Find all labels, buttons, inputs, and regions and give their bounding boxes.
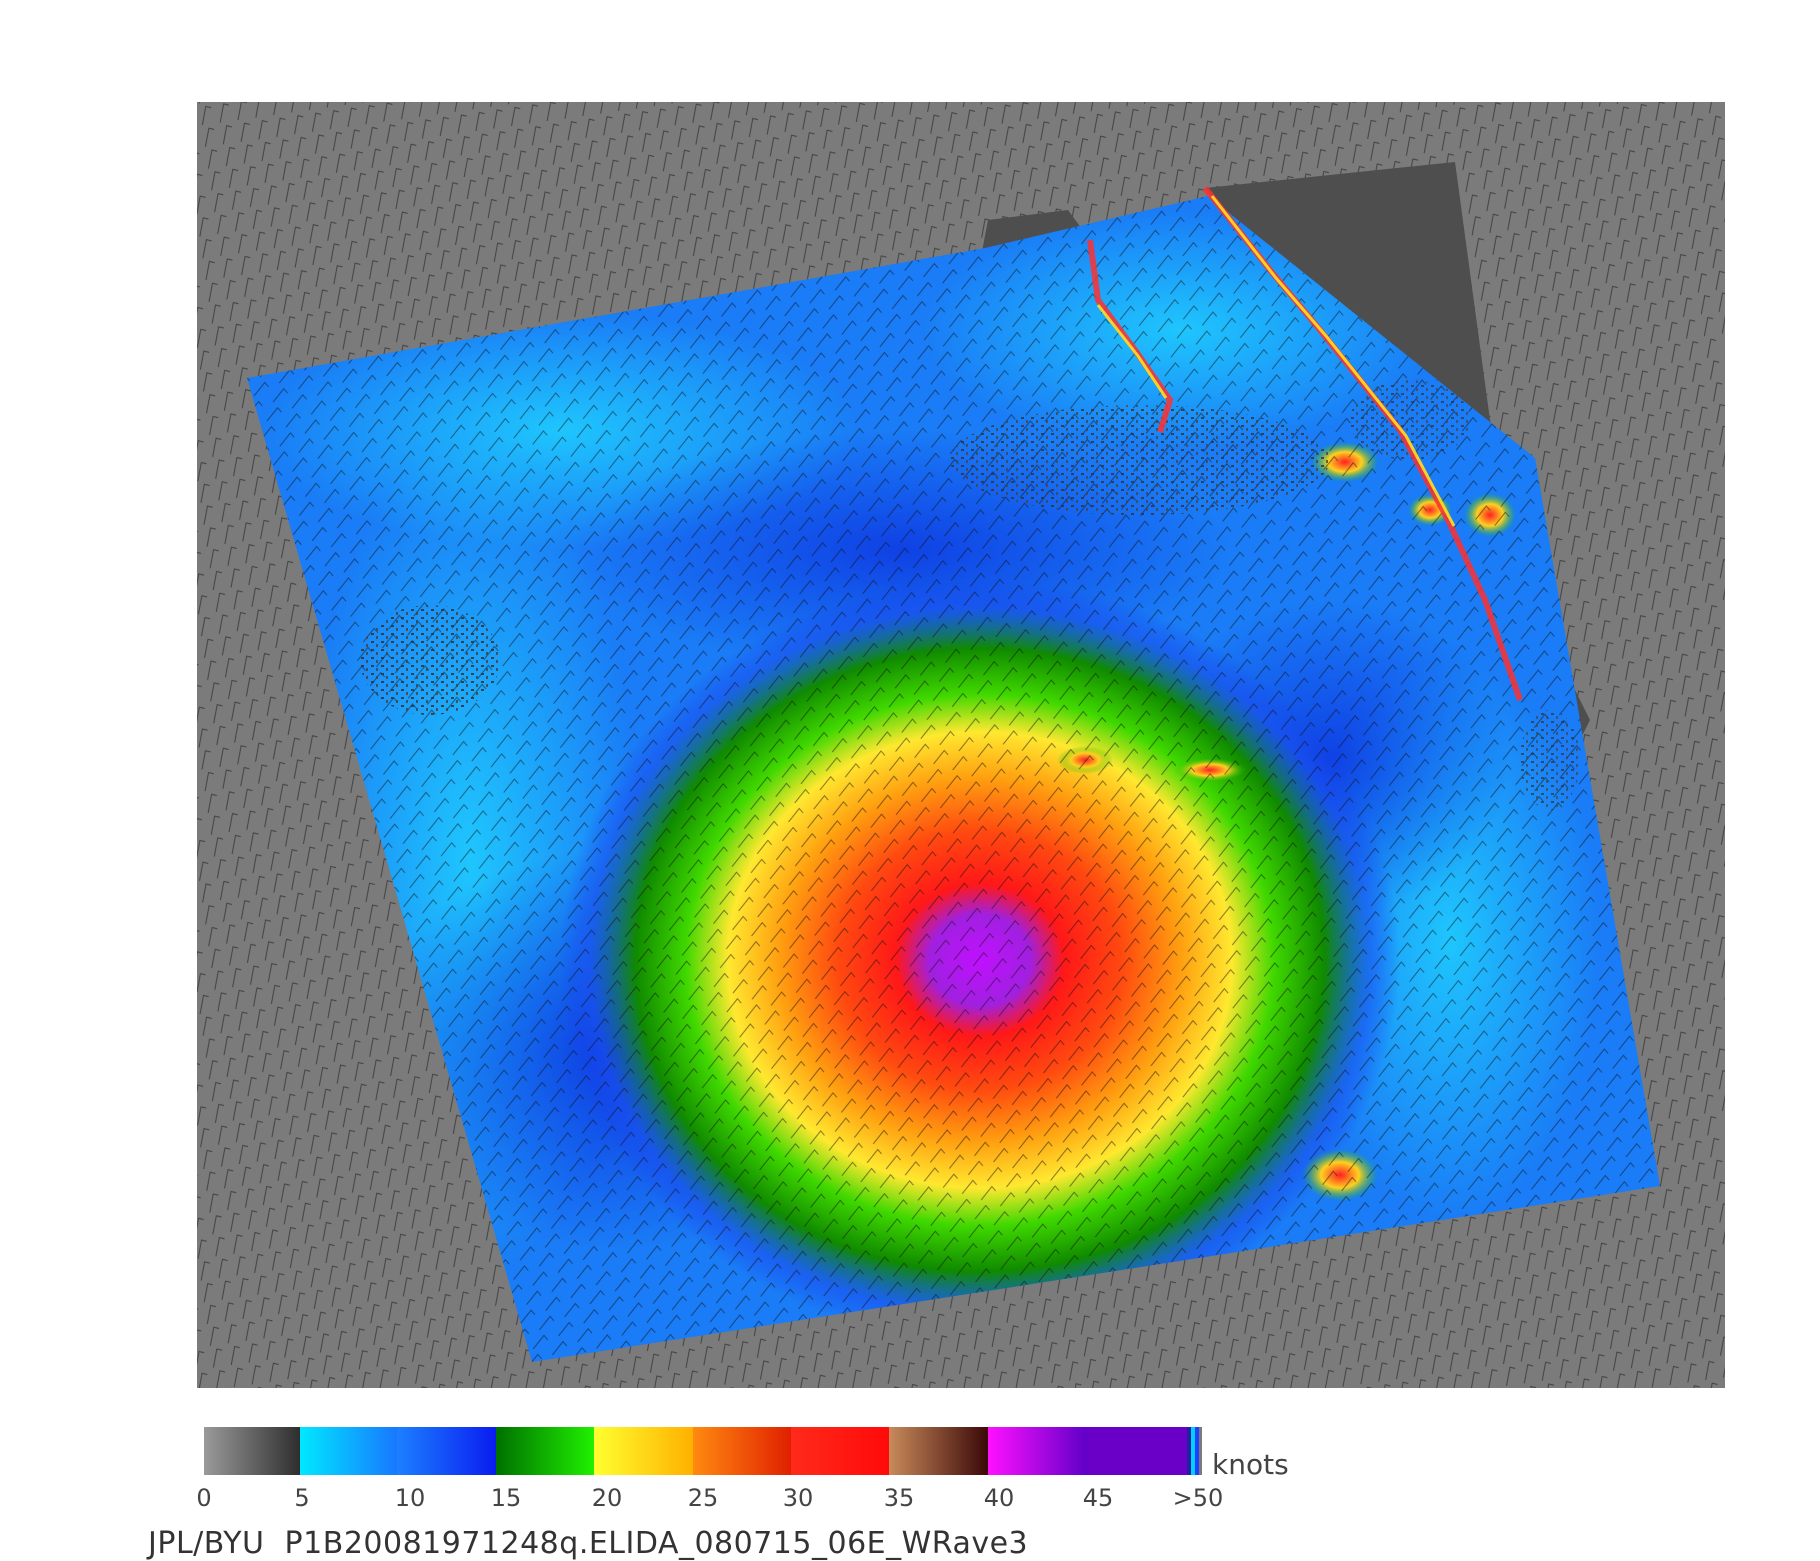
- legend-band-45-50: [1087, 1427, 1187, 1475]
- legend-tick: 35: [884, 1484, 915, 1512]
- image-caption: JPL/BYU P1B20081971248q.ELIDA_080715_06E…: [148, 1526, 1029, 1561]
- legend-tick: 30: [783, 1484, 814, 1512]
- legend-band-35-40: [889, 1427, 988, 1475]
- legend-tick: 25: [688, 1484, 719, 1512]
- legend-band-0-5: [204, 1427, 300, 1475]
- legend-tick: 15: [491, 1484, 522, 1512]
- legend-tick: 45: [1083, 1484, 1114, 1512]
- legend-tick: >50: [1173, 1484, 1224, 1512]
- legend-tick: 10: [395, 1484, 426, 1512]
- legend-tick: 5: [294, 1484, 309, 1512]
- legend-band-25-30: [693, 1427, 791, 1475]
- legend-unit: knots: [1212, 1448, 1289, 1481]
- legend-band-5-10: [300, 1427, 397, 1475]
- legend-band-30-35: [791, 1427, 889, 1475]
- legend-band-10-15: [397, 1427, 496, 1475]
- legend-tick: 40: [984, 1484, 1015, 1512]
- color-legend: knots 0 5 10 15 20 25 30 35 40 45 >50: [196, 1427, 1289, 1512]
- legend-tick: 0: [196, 1484, 211, 1512]
- legend-band-40-45: [988, 1427, 1087, 1475]
- legend-band-20-25: [594, 1427, 693, 1475]
- legend-band-15-20: [496, 1427, 594, 1475]
- legend-tick: 20: [592, 1484, 623, 1512]
